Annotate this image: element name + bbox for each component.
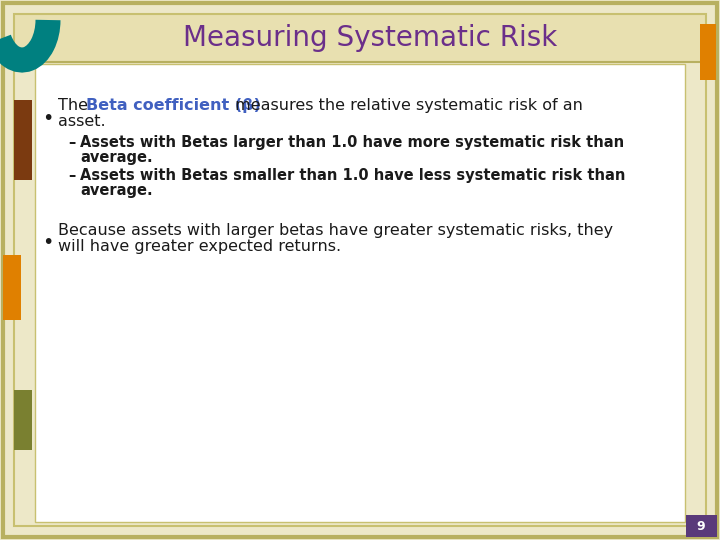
Text: The: The xyxy=(58,98,93,113)
Text: will have greater expected returns.: will have greater expected returns. xyxy=(58,239,341,254)
Text: •: • xyxy=(42,109,54,127)
Text: 9: 9 xyxy=(697,519,706,532)
Text: Assets with Betas larger than 1.0 have more systematic risk than: Assets with Betas larger than 1.0 have m… xyxy=(80,135,624,150)
Text: measures the relative systematic risk of an: measures the relative systematic risk of… xyxy=(230,98,583,113)
Bar xyxy=(3,255,21,320)
Bar xyxy=(35,64,685,522)
Text: –: – xyxy=(68,135,76,150)
Bar xyxy=(700,24,716,80)
Bar xyxy=(686,515,717,537)
Text: •: • xyxy=(42,233,54,253)
Text: asset.: asset. xyxy=(58,114,106,129)
Text: Beta coefficient (β): Beta coefficient (β) xyxy=(86,98,261,113)
Text: average.: average. xyxy=(80,183,153,198)
Bar xyxy=(14,390,32,450)
Text: average.: average. xyxy=(80,150,153,165)
Text: Measuring Systematic Risk: Measuring Systematic Risk xyxy=(183,24,557,52)
Text: Assets with Betas smaller than 1.0 have less systematic risk than: Assets with Betas smaller than 1.0 have … xyxy=(80,168,626,183)
Text: –: – xyxy=(68,168,76,183)
Bar xyxy=(14,14,706,62)
Bar xyxy=(14,100,32,180)
Text: Because assets with larger betas have greater systematic risks, they: Because assets with larger betas have gr… xyxy=(58,223,613,238)
